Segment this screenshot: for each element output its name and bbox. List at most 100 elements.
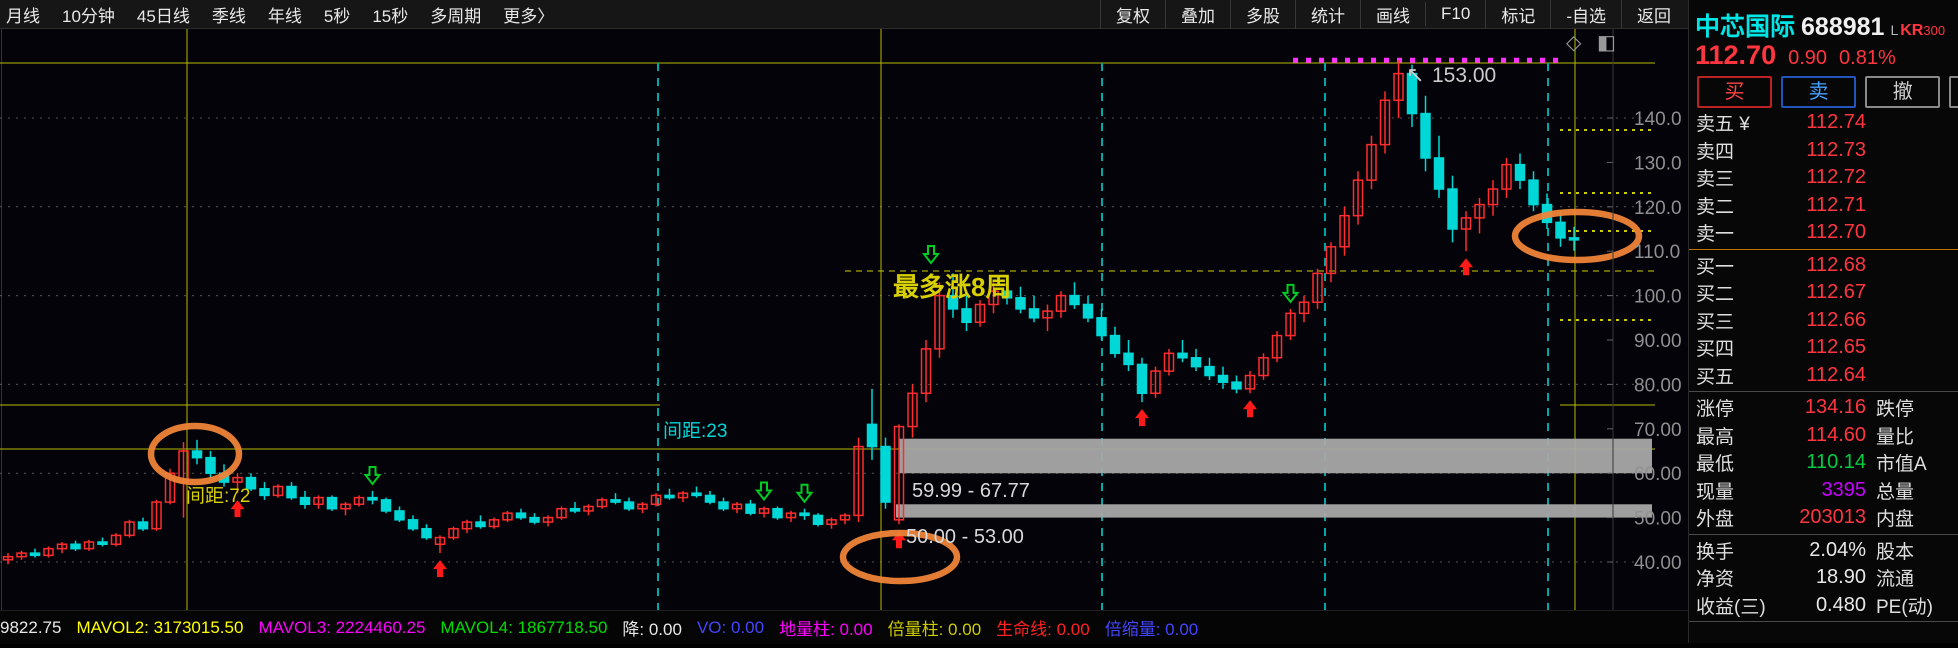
candle-body: [988, 290, 999, 306]
chart-area[interactable]: 140.0 130.0 120.0 110.0 100.0 90.00 80.00 70.00…: [0, 0, 1688, 643]
candle-body: [448, 527, 459, 539]
chart-annotation: 间距:23: [663, 420, 727, 442]
quote-value: 114.60: [1806, 423, 1866, 446]
stat-row[interactable]: 现量 3395 总量: [1689, 477, 1958, 505]
quote-label: 换手: [1696, 541, 1735, 563]
split-pane-icon[interactable]: ◧: [1597, 32, 1616, 54]
stat-row[interactable]: 最高 114.60 量比: [1689, 422, 1958, 450]
indicator-value: 9822.75: [0, 617, 62, 637]
section-separator: [1689, 533, 1958, 535]
stat-row[interactable]: 换手 2.04% 股本: [1689, 537, 1958, 565]
stock-header: 中芯国际 688981 L KR300: [1689, 0, 1958, 41]
candle-body: [1352, 179, 1364, 217]
indicator-value: VO: 0.00: [696, 617, 765, 637]
price-zone-bar: [899, 438, 1652, 474]
buy-button[interactable]: 买: [1697, 76, 1773, 108]
bid-level-row[interactable]: 买二 112.67: [1689, 279, 1958, 307]
ask-level-row[interactable]: 卖一 112.70: [1689, 219, 1958, 247]
candle-body: [515, 512, 527, 519]
candle-body: [56, 543, 68, 550]
ask-level-row[interactable]: 卖四 112.73: [1689, 137, 1958, 165]
menu-item-45日线[interactable]: 45日线: [136, 6, 190, 26]
menu-item--自选[interactable]: -自选: [1550, 0, 1621, 29]
menu-item-标记[interactable]: 标记: [1485, 0, 1550, 29]
menu-item-月线[interactable]: 月线: [6, 6, 40, 26]
sell-button[interactable]: 卖: [1781, 76, 1857, 108]
bid-level-row[interactable]: 买五 112.64: [1689, 362, 1958, 390]
quote-value: 112.65: [1806, 336, 1866, 359]
candle-body: [758, 507, 770, 514]
stock-code: 688981: [1801, 13, 1885, 41]
menu-item-复权[interactable]: 复权: [1100, 0, 1165, 29]
menu-item-年线[interactable]: 年线: [267, 6, 302, 26]
candle-body: [718, 501, 729, 510]
quote-label: 涨停: [1696, 399, 1735, 421]
sell-signal-arrow: [921, 245, 941, 265]
stat-row[interactable]: 外盘 203013 内盘: [1689, 504, 1958, 532]
menu-item-画线[interactable]: 画线: [1360, 0, 1425, 29]
candle-body: [893, 425, 905, 521]
menu-item-更多〉[interactable]: 更多〉: [503, 6, 555, 26]
candle-body: [70, 543, 81, 550]
candle-body: [299, 496, 311, 506]
menu-item-返回[interactable]: 返回: [1621, 0, 1686, 29]
quote-label: 买三: [1696, 311, 1735, 333]
menu-item-多股[interactable]: 多股: [1230, 0, 1295, 29]
quote-label-2: 流通: [1876, 569, 1915, 591]
bid-level-row[interactable]: 买四 112.65: [1689, 334, 1958, 362]
stat-row[interactable]: 净资 18.90 流通: [1689, 564, 1958, 592]
chart-annotation: ↖: [1406, 62, 1424, 87]
indicator-value: MAVOL2: 3173015.50: [76, 617, 244, 637]
cancel-button[interactable]: 撤: [1865, 76, 1941, 108]
menu-item-15秒[interactable]: 15秒: [372, 6, 409, 26]
menu-item-多周期[interactable]: 多周期: [430, 6, 482, 26]
menu-item-季线[interactable]: 季线: [211, 6, 246, 26]
candle-body: [83, 541, 95, 550]
candle-body: [785, 512, 797, 519]
quote-value: 112.73: [1806, 138, 1866, 161]
candle-body: [407, 519, 419, 530]
candle-body: [542, 516, 554, 523]
candle-body: [839, 514, 851, 521]
candle-body: [1528, 179, 1539, 206]
bid-level-row[interactable]: 买一 112.68: [1689, 252, 1958, 280]
candle-body: [313, 496, 324, 506]
diamond-marker-icon[interactable]: ◇: [1566, 32, 1582, 54]
stat-row[interactable]: 涨停 134.16 跌停: [1689, 394, 1958, 422]
stat-row[interactable]: 收益(三) 0.480 PE(动): [1689, 592, 1958, 620]
candle-body: [1015, 297, 1026, 310]
clipped-button[interactable]: [1949, 76, 1958, 108]
candlestick-chart[interactable]: 140.0 130.0 120.0 110.0 100.0 90.00 80.00 70.00…: [0, 0, 1688, 643]
quote-value: 0.480: [1815, 593, 1866, 616]
ask-level-row[interactable]: 卖三 112.72: [1689, 164, 1958, 192]
chart-annotation: 153.00: [1432, 64, 1496, 87]
candle-body: [1258, 357, 1269, 377]
bid-level-row[interactable]: 买三 112.66: [1689, 307, 1958, 335]
candle-body: [529, 516, 540, 523]
menu-item-5秒[interactable]: 5秒: [323, 6, 351, 26]
candle-body: [29, 552, 41, 557]
candle-body: [353, 496, 365, 506]
stat-row[interactable]: 最低 110.14 市值A: [1689, 449, 1958, 477]
candle-body: [556, 507, 567, 519]
quote-value: 3395: [1821, 478, 1867, 501]
menu-item-统计[interactable]: 统计: [1295, 0, 1360, 29]
quote-label: 最低: [1696, 454, 1735, 476]
ask-level-row[interactable]: 卖二 112.71: [1689, 192, 1958, 220]
y-axis-label: 120.0: [1634, 198, 1682, 219]
menu-item-10分钟[interactable]: 10分钟: [62, 6, 115, 26]
candle-body: [1055, 294, 1067, 312]
candle-body: [907, 392, 918, 428]
mid-price-separator: [1689, 248, 1958, 250]
menu-item-F10[interactable]: F10: [1425, 2, 1485, 26]
quote-value: 110.14: [1806, 451, 1866, 474]
badge-index-300: 300: [1923, 23, 1946, 38]
menu-item-叠加[interactable]: 叠加: [1165, 0, 1230, 29]
price-row: 112.70 0.90 0.81%: [1689, 37, 1958, 70]
ask-level-row[interactable]: 卖五 ¥ 112.74: [1689, 109, 1958, 137]
candle-body: [947, 294, 959, 310]
candle-body: [1501, 163, 1512, 190]
candle-body: [974, 303, 986, 323]
quote-label: 卖二: [1696, 196, 1735, 218]
candle-body: [1271, 334, 1283, 359]
